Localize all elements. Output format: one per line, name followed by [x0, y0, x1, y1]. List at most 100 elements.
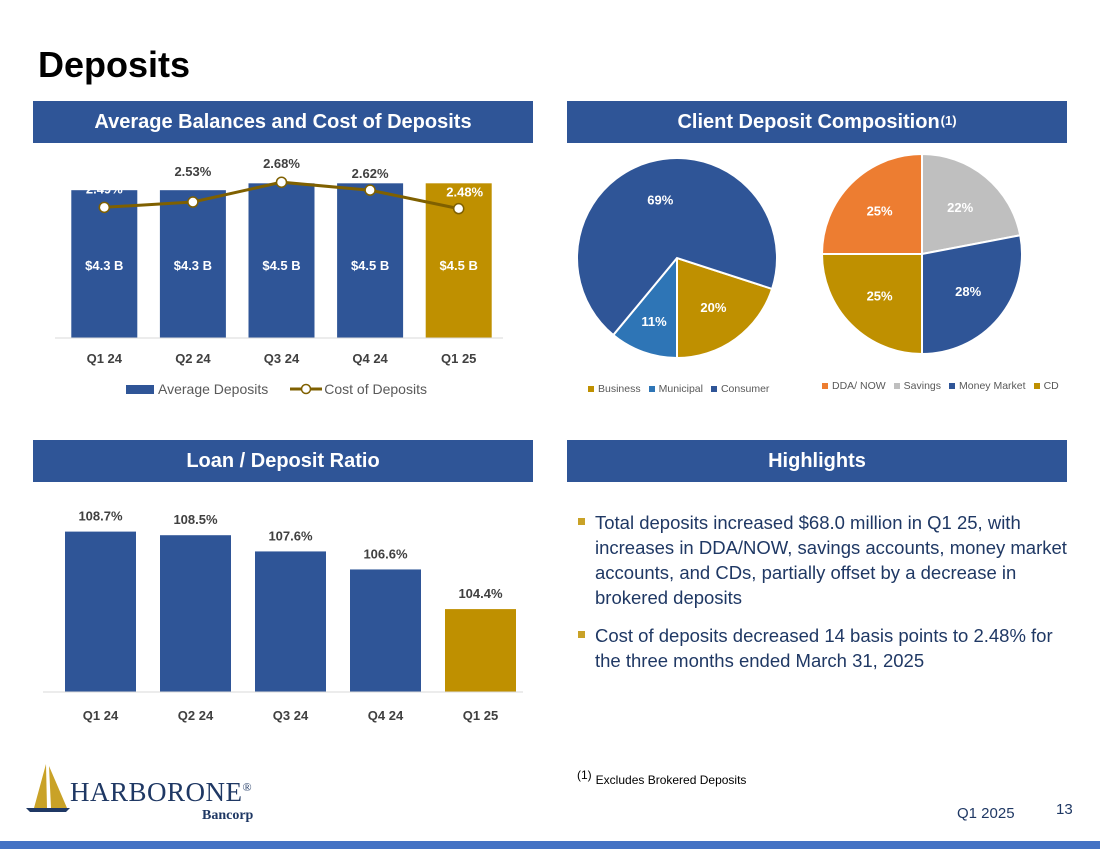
- page-title: Deposits: [38, 44, 191, 85]
- x-tick-label: Q1 24: [87, 351, 123, 366]
- legend-cd-swatch: [1033, 383, 1040, 389]
- cost-of-deposits-label: 2.53%: [174, 164, 211, 179]
- legend-business-label: Business: [598, 383, 641, 395]
- legend-money-market: Money Market: [949, 380, 1026, 392]
- cost-of-deposits-label: 2.62%: [352, 166, 389, 181]
- avg-deposit-bar: [337, 183, 404, 338]
- ltd-value-label: 108.7%: [78, 509, 123, 524]
- legend-savings-label: Savings: [903, 380, 942, 392]
- logo-registered: ®: [242, 780, 253, 794]
- ltd-value-label: 108.5%: [173, 512, 218, 527]
- pie-slice: [611, 255, 678, 360]
- footnote-marker: (1): [577, 768, 592, 782]
- footnote-text: Excludes Brokered Deposits: [595, 773, 747, 787]
- pie-slice: [921, 234, 1023, 356]
- legend-consumer-label: Consumer: [720, 383, 770, 395]
- legend-municipal-label: Municipal: [658, 383, 703, 395]
- cost-of-deposits-point: [364, 184, 376, 196]
- legend-cd: CD: [1033, 380, 1059, 392]
- logo-name: HARBORONE: [70, 777, 243, 807]
- report-period: Q1 2025: [957, 805, 1015, 822]
- highlights-title: Highlights: [768, 449, 866, 472]
- legend-average-deposits-label: Average Deposits: [158, 381, 269, 397]
- page-number: 13: [1056, 801, 1073, 818]
- avg-balances-header: Average Balances and Cost of Deposits: [33, 101, 533, 143]
- pie-slice-label: 22%: [947, 200, 973, 215]
- cost-of-deposits-point: [98, 201, 111, 214]
- ltd-bar: [445, 609, 516, 692]
- ltd-value-label: 106.6%: [363, 546, 408, 561]
- pie-slice-label: 11%: [641, 314, 667, 329]
- x-tick-label: Q3 24: [273, 708, 309, 723]
- legend-cost-of-deposits: Cost of Deposits: [290, 381, 427, 397]
- client-mix-legend: Business Municipal Consumer: [588, 383, 777, 395]
- bottom-bar: [0, 841, 1100, 849]
- legend-cd-label: CD: [1043, 380, 1059, 392]
- product-mix-legend: DDA/ NOW Savings Money Market CD: [822, 380, 1059, 392]
- footnote: (1) Excludes Brokered Deposits: [577, 768, 747, 787]
- cost-of-deposits-point: [187, 196, 199, 208]
- legend-dda-now-label: DDA/ NOW: [832, 380, 886, 392]
- pie-slice: [921, 152, 1022, 256]
- avg-deposit-label: $4.5 B: [440, 258, 478, 273]
- highlight-item: Total deposits increased $68.0 million i…: [577, 510, 1067, 610]
- avg-deposit-label: $4.5 B: [262, 258, 300, 273]
- pie-slice: [820, 152, 923, 255]
- legend-money-market-label: Money Market: [959, 380, 1026, 392]
- loan-deposit-chart: 108.7% Q1 24 108.5% Q2 24 107.6% Q3 24 106.6% Q…: [43, 509, 523, 723]
- highlight-item: Cost of deposits decreased 14 basis poin…: [577, 623, 1067, 673]
- pie-slice-label: 69%: [647, 192, 673, 207]
- legend-line-swatch: [290, 383, 323, 395]
- composition-header: Client Deposit Composition (1): [567, 101, 1067, 143]
- x-tick-label: Q1 25: [463, 708, 498, 723]
- ltd-bar: [255, 551, 326, 692]
- legend-savings: Savings: [893, 380, 942, 392]
- pie-slice-label: 25%: [867, 288, 893, 303]
- legend-cost-of-deposits-label: Cost of Deposits: [324, 381, 427, 397]
- pie-slice: [676, 256, 774, 360]
- pie-slice-label: 20%: [700, 300, 726, 315]
- client-mix-pie: 20% 11% 69%: [576, 157, 778, 360]
- x-tick-label: Q1 25: [441, 351, 476, 366]
- pie-slice-label: 28%: [955, 284, 981, 299]
- avg-deposit-bar: [159, 190, 226, 338]
- avg-deposit-label: $4.5 B: [351, 258, 389, 273]
- x-tick-label: Q4 24: [368, 708, 404, 723]
- legend-savings-swatch: [893, 383, 900, 389]
- x-tick-label: Q2 24: [175, 351, 211, 366]
- cost-of-deposits-label: 2.49%: [86, 181, 123, 196]
- highlights-list: Total deposits increased $68.0 million i…: [577, 510, 1067, 686]
- legend-dda-now-swatch: [822, 383, 828, 389]
- avg-balances-chart: $4.3 B Q1 24 $4.3 B Q2 24 $4.5 B Q3 24 $4.5 B Q…: [55, 156, 503, 366]
- ltd-bar: [350, 569, 421, 692]
- legend-dda-now: DDA/ NOW: [822, 380, 886, 392]
- legend-municipal-swatch: [648, 386, 655, 392]
- cost-of-deposits-label: 2.68%: [263, 156, 300, 171]
- composition-footnote-marker: (1): [940, 112, 957, 128]
- cost-of-deposits-point: [452, 202, 465, 215]
- legend-consumer-swatch: [710, 386, 717, 392]
- legend-business-swatch: [588, 386, 594, 392]
- ltd-value-label: 104.4%: [458, 586, 503, 601]
- legend-bar-swatch: [126, 384, 154, 394]
- legend-consumer: Consumer: [710, 383, 770, 395]
- x-tick-label: Q4 24: [352, 351, 388, 366]
- x-tick-label: Q3 24: [264, 351, 300, 366]
- pie-slice-label: 25%: [867, 204, 893, 219]
- x-tick-label: Q2 24: [178, 708, 214, 723]
- avg-deposit-bar: [248, 183, 315, 338]
- cost-of-deposits-point: [275, 176, 288, 188]
- cost-of-deposits-label: 2.48%: [446, 185, 483, 200]
- highlights-header: Highlights: [567, 440, 1067, 482]
- avg-deposit-label: $4.3 B: [174, 258, 212, 273]
- pie-slice: [820, 253, 923, 356]
- ltd-value-label: 107.6%: [268, 528, 313, 543]
- logo-subtitle: Bancorp: [202, 808, 254, 823]
- legend-business: Business: [588, 383, 641, 395]
- avg-balances-legend: Average Deposits Cost of Deposits: [126, 381, 435, 397]
- ltd-bar: [160, 535, 231, 692]
- product-mix-pie: 25% 22% 28% 25%: [820, 152, 1023, 356]
- harborone-logo: HARBORONE® Bancorp: [26, 760, 286, 826]
- composition-title: Client Deposit Composition: [677, 110, 940, 133]
- x-tick-label: Q1 24: [83, 708, 119, 723]
